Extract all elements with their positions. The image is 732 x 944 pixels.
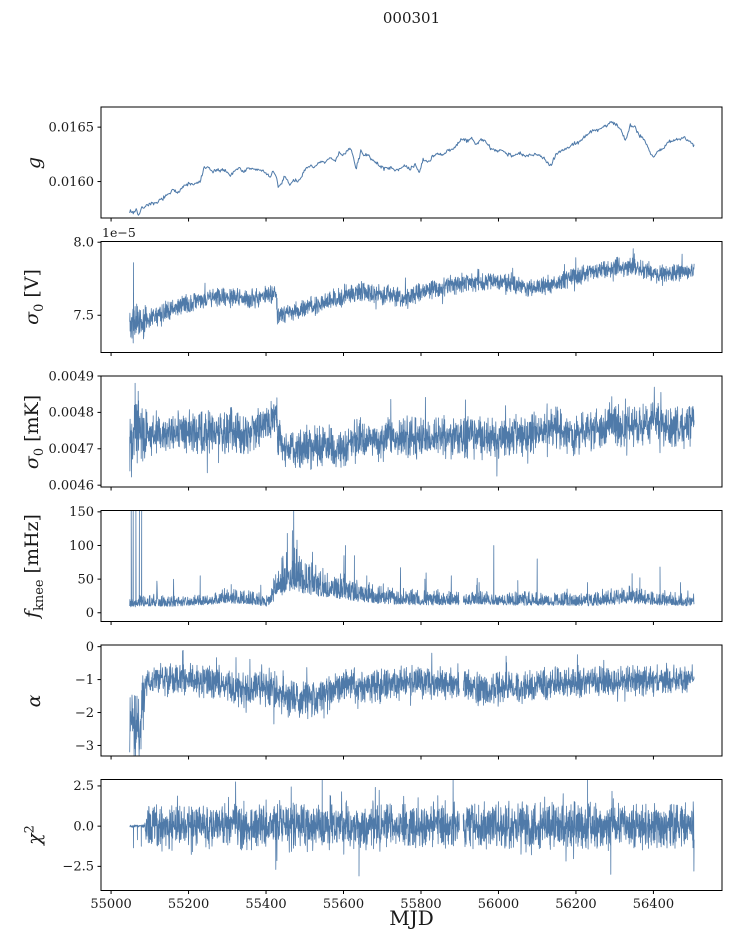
panel-alpha: 0 −1 −2 −3 bbox=[75, 640, 723, 760]
y-tick-label: 0.0160 bbox=[49, 175, 95, 190]
x-tick-label: 55400 bbox=[245, 897, 286, 912]
x-axis-label: MJD bbox=[389, 906, 434, 930]
data-line bbox=[462, 654, 695, 707]
y-tick-label: 0 bbox=[86, 606, 94, 621]
x-ticks-alpha bbox=[110, 756, 654, 760]
y-tick-label: 0.0 bbox=[73, 819, 94, 834]
y-ticks-chi2: −2.5 0.0 2.5 bbox=[62, 779, 101, 875]
data-line bbox=[462, 779, 695, 875]
data-line bbox=[129, 510, 460, 608]
x-ticks-fknee bbox=[110, 621, 654, 625]
data-line bbox=[129, 248, 695, 344]
axes-fknee: 0 50 100 150 bbox=[69, 505, 723, 625]
x-ticks-g bbox=[110, 218, 654, 222]
data-line bbox=[129, 382, 695, 478]
y-tick-label: 0.0048 bbox=[49, 406, 95, 421]
y-tick-label: 2.5 bbox=[73, 779, 94, 794]
y-ticks-g: 0.0160 0.0165 bbox=[49, 120, 101, 190]
data-line bbox=[129, 121, 695, 216]
figure-title: 000301 bbox=[382, 9, 441, 27]
axes-sigma0-mK: 0.0046 0.0047 0.0048 0.0049 bbox=[49, 369, 723, 493]
y-ticks-sigma0-V: 7.5 8.0 bbox=[73, 236, 101, 324]
axes-g: 0.0160 0.0165 bbox=[49, 106, 723, 222]
panel-g: 0.0160 0.0165 bbox=[49, 106, 723, 222]
panel-fknee: 0 50 100 150 bbox=[69, 505, 723, 625]
y-tick-label: −3 bbox=[75, 739, 94, 754]
y-tick-label: 0 bbox=[86, 640, 94, 655]
axes-frame bbox=[100, 241, 723, 353]
y-tick-label: −2.5 bbox=[62, 860, 94, 875]
series-fknee bbox=[129, 510, 695, 608]
x-tick-label: 56400 bbox=[633, 897, 674, 912]
y-tick-label: 0.0047 bbox=[49, 442, 95, 457]
axes-frame bbox=[100, 644, 723, 757]
axes-frame bbox=[100, 779, 723, 891]
y-tick-label: 150 bbox=[69, 505, 94, 520]
series-g bbox=[129, 121, 695, 216]
y-tick-label: 0.0165 bbox=[49, 120, 95, 135]
x-tick-label: 56200 bbox=[555, 897, 596, 912]
y-ticks-alpha: 0 −1 −2 −3 bbox=[75, 640, 101, 754]
axes-alpha: 0 −1 −2 −3 bbox=[75, 640, 723, 760]
y-ticks-fknee: 0 50 100 150 bbox=[69, 505, 101, 621]
y-tick-label: −2 bbox=[75, 706, 94, 721]
y-tick-label: 7.5 bbox=[73, 309, 94, 324]
x-ticks-sigma0-mK bbox=[110, 487, 654, 491]
y-tick-label: 0.0049 bbox=[49, 369, 95, 384]
data-line bbox=[463, 545, 695, 607]
y-tick-label: −1 bbox=[75, 673, 94, 688]
x-tick-label: 55800 bbox=[400, 897, 441, 912]
y-tick-label: 100 bbox=[69, 539, 94, 554]
axis-offset-text: 1e−5 bbox=[102, 225, 136, 240]
x-tick-label: 56000 bbox=[478, 897, 519, 912]
axes-frame bbox=[100, 375, 723, 488]
axes-sigma0-V: 7.5 8.0 1e−5 bbox=[73, 225, 723, 356]
x-ticks-chi2: 55000 55200 55400 55600 55800 56000 56200 56400 bbox=[90, 890, 674, 912]
data-line bbox=[129, 650, 460, 756]
y-tick-label: 50 bbox=[77, 572, 94, 587]
x-ticks-sigma0-V bbox=[110, 352, 654, 356]
axes-chi2: −2.5 0.0 2.5 55000 55200 55400 55600 55800 56000… bbox=[62, 779, 723, 912]
y-tick-label: 8.0 bbox=[73, 236, 94, 251]
panel-sigma0-V: 7.5 8.0 1e−5 bbox=[73, 225, 723, 356]
series-alpha bbox=[129, 650, 695, 756]
y-ticks-sigma0-mK: 0.0046 0.0047 0.0048 0.0049 bbox=[49, 369, 101, 493]
series-sigma0-V bbox=[129, 248, 695, 344]
x-tick-label: 55200 bbox=[168, 897, 209, 912]
data-line bbox=[129, 779, 460, 877]
axes-frame bbox=[100, 510, 723, 622]
axes-frame bbox=[100, 106, 723, 219]
series-chi2 bbox=[129, 779, 695, 877]
x-tick-label: 55000 bbox=[90, 897, 131, 912]
x-tick-label: 55600 bbox=[323, 897, 364, 912]
y-tick-label: 0.0046 bbox=[49, 478, 95, 493]
series-sigma0-mK bbox=[129, 382, 695, 478]
panel-chi2: −2.5 0.0 2.5 55000 55200 55400 55600 55800 56000… bbox=[62, 779, 723, 912]
panel-sigma0-mK: 0.0046 0.0047 0.0048 0.0049 bbox=[49, 369, 723, 493]
